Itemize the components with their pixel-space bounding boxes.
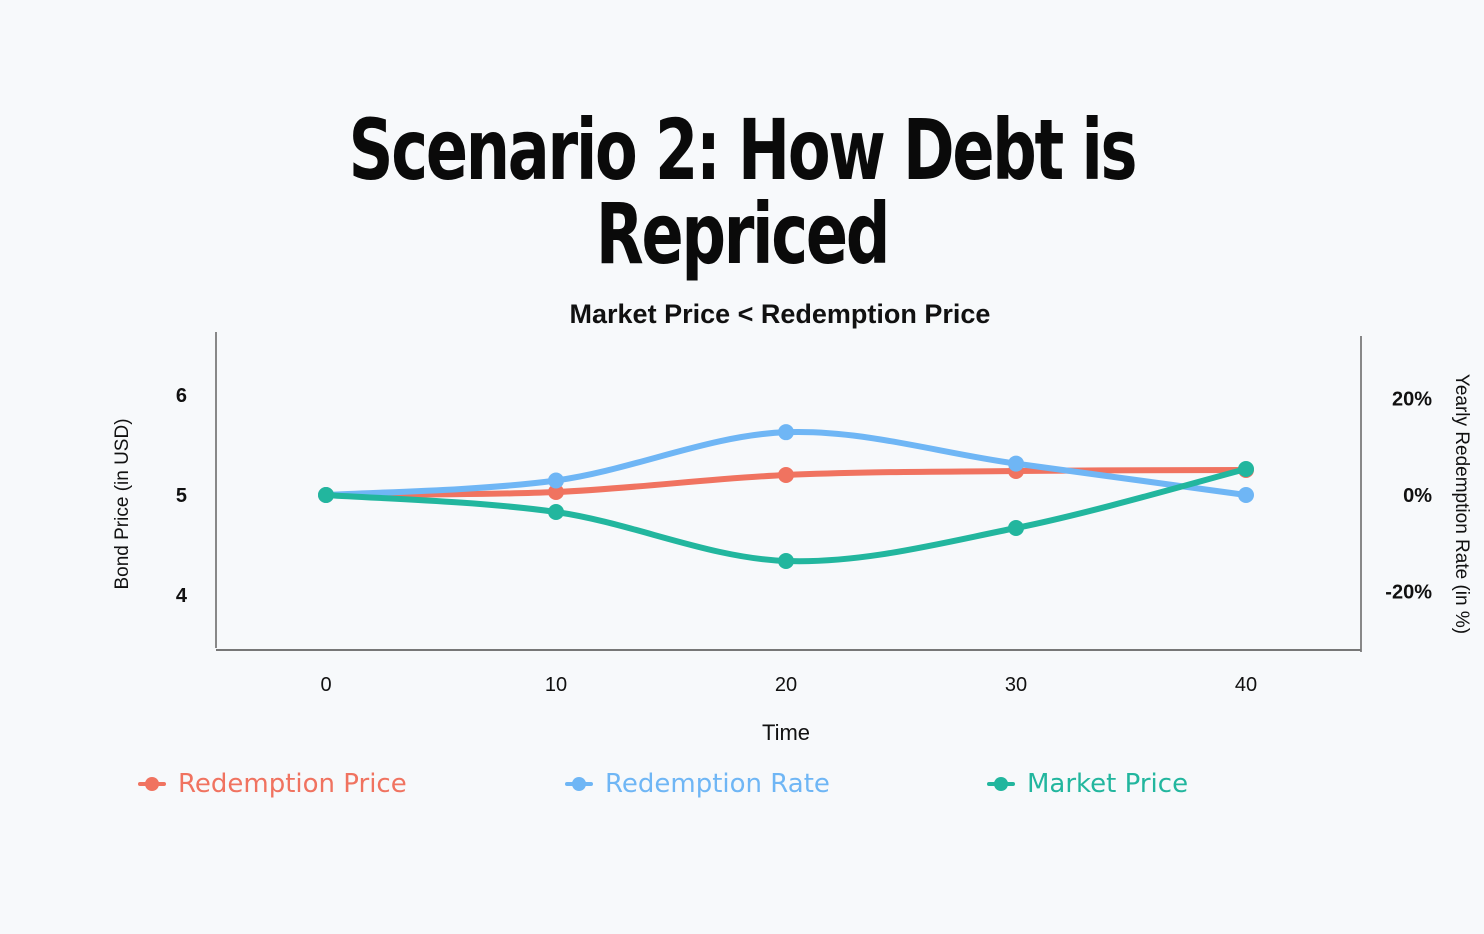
x-tick-label: 30 xyxy=(1005,674,1027,696)
legend-marker-icon xyxy=(138,777,166,791)
data-point-market-price xyxy=(1008,520,1024,536)
data-point-market-price xyxy=(778,553,794,569)
y-tick-label: 6 xyxy=(176,385,187,407)
series-redemption-price xyxy=(318,462,1254,503)
legend-marker-icon xyxy=(987,777,1015,791)
y2-tick-label: -20% xyxy=(1385,582,1432,604)
x-tick-label: 0 xyxy=(320,674,331,696)
y-axis-label: Bond Price (in USD) xyxy=(112,418,133,589)
data-point-redemption-rate xyxy=(1008,455,1024,472)
data-point-redemption-rate xyxy=(1238,487,1254,503)
x-tick-label: 10 xyxy=(545,674,567,696)
data-point-market-price xyxy=(1238,461,1254,477)
data-point-market-price xyxy=(318,487,334,503)
tick-layer: 0 10 20 30 40 6 5 4 20% 0% -20% xyxy=(176,385,1432,696)
page-title: Scenario 2: How Debt is Repriced xyxy=(348,101,1138,283)
data-point-market-price xyxy=(548,504,564,520)
x-axis-label: Time xyxy=(762,720,810,745)
y2-tick-label: 20% xyxy=(1392,388,1432,410)
legend-marker-icon xyxy=(565,777,593,791)
data-point-redemption-price xyxy=(778,467,794,483)
legend: Redemption Price Redemption Rate Market Pr… xyxy=(0,764,1484,804)
data-point-redemption-price xyxy=(548,484,564,500)
legend-label: Market Price xyxy=(1027,769,1189,799)
y-tick-label: 4 xyxy=(176,585,188,607)
legend-label: Redemption Price xyxy=(178,769,407,799)
series-market-price xyxy=(318,461,1254,569)
y2-axis-label: Yearly Redemption Rate (in %) xyxy=(1451,374,1472,634)
legend-item-redemption-price[interactable]: Redemption Price xyxy=(138,764,407,804)
legend-label: Redemption Rate xyxy=(605,769,830,799)
legend-item-redemption-rate[interactable]: Redemption Rate xyxy=(565,764,830,804)
legend-item-market-price[interactable]: Market Price xyxy=(987,764,1188,804)
data-point-redemption-rate xyxy=(778,424,794,441)
series-line-redemption-rate xyxy=(323,428,1249,498)
y-tick-label: 5 xyxy=(176,485,187,507)
y2-tick-label: 0% xyxy=(1403,485,1432,507)
x-tick-label: 40 xyxy=(1235,674,1257,696)
chart-title: Market Price < Redemption Price xyxy=(570,299,991,329)
series-redemption-rate xyxy=(318,424,1254,503)
x-tick-label: 20 xyxy=(775,674,797,696)
series-layer xyxy=(318,424,1254,569)
data-point-redemption-rate xyxy=(548,472,564,489)
